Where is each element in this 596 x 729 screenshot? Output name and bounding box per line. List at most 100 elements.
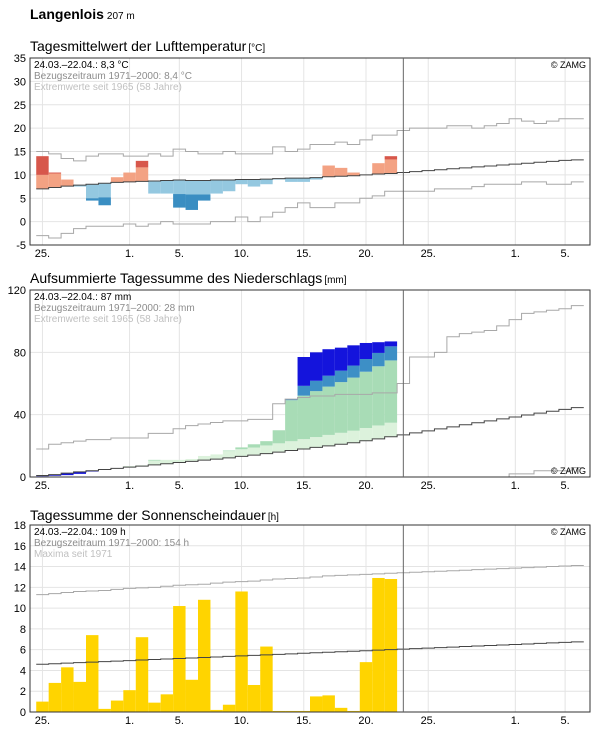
precip-bar-surplus-mid — [347, 377, 360, 431]
precip-bar-surplus-mid — [359, 371, 373, 428]
precip-bar-surplus-mid — [297, 395, 310, 440]
sun-bar — [297, 710, 310, 712]
precip-bar-surplus-light — [334, 432, 348, 445]
precip-bar-surplus-mid — [372, 366, 385, 426]
precip-bar-surplus-extreme — [347, 345, 360, 366]
temp-ytick-label: 20 — [14, 123, 26, 135]
temp-bar-above — [36, 174, 49, 189]
temp-xtick-label: 20. — [358, 248, 373, 260]
precipitation-title: Aufsummierte Tagessumme des Niederschlag… — [30, 270, 347, 286]
sunshine-title: Tagessumme der Sonnenscheindauer [h] — [30, 507, 279, 523]
precip-bar-deficit — [61, 473, 74, 476]
sun-credit: © ZAMG — [551, 527, 586, 537]
sun-ytick-label: 0 — [20, 707, 26, 719]
precip-ytick-label: 120 — [8, 285, 26, 297]
temp-bar-below — [260, 179, 273, 185]
precip-bar-surplus-strong — [334, 370, 348, 383]
precip-bar-surplus-light — [322, 434, 335, 446]
precip-bar-surplus-light — [260, 445, 273, 454]
sun-legend-reference: Bezugszeitraum 1971–2000: 154 h — [34, 538, 189, 549]
precip-bar-deficit — [73, 471, 86, 474]
sunshine-title-text: Tagessumme der Sonnenscheindauer — [30, 507, 266, 523]
precip-bar-surplus-light — [123, 466, 136, 468]
precip-bar-surplus-mid — [235, 447, 248, 450]
sun-legend-current: 24.03.–22.04.: 109 h — [34, 527, 126, 538]
sun-ytick-label: 10 — [14, 603, 26, 615]
temp-bar-below — [160, 180, 174, 194]
sun-mean-line — [36, 641, 584, 665]
temp-xtick-label: 5. — [561, 248, 570, 260]
precip-bar-surplus-light — [173, 459, 186, 463]
precip-xtick-label: 5. — [561, 480, 570, 492]
precip-bar-surplus-light — [160, 459, 174, 464]
temp-bar-below-strong — [198, 194, 211, 201]
sun-bar — [173, 606, 186, 712]
temp-bar-below — [98, 183, 111, 198]
precip-bar-surplus-extreme — [310, 352, 323, 381]
precip-bar-surplus-light — [384, 422, 398, 437]
precip-ytick-label: 80 — [14, 347, 26, 359]
temp-bar-below — [86, 184, 99, 199]
temp-bar-above — [384, 159, 398, 174]
precip-bar-surplus-light — [310, 437, 323, 448]
sun-bar — [48, 682, 62, 712]
precip-xtick-label: 20. — [358, 480, 373, 492]
precip-bar-surplus-strong — [347, 365, 360, 378]
temp-ytick-label: 35 — [14, 53, 26, 65]
sun-bar — [110, 700, 124, 712]
precip-bar-surplus-mid — [322, 386, 335, 435]
sun-xtick-label: 1. — [511, 715, 520, 727]
sun-bar — [272, 710, 286, 712]
temp-xtick-label: 10. — [234, 248, 249, 260]
precip-bar-surplus-extreme — [372, 342, 385, 353]
temp-bar-above-strong — [48, 172, 62, 174]
precip-bar-surplus-light — [297, 439, 310, 449]
sun-plot-frame — [29, 524, 591, 713]
temp-xtick-label: 25. — [421, 248, 436, 260]
temp-xtick-label: 1. — [511, 248, 520, 260]
precip-bar-surplus-extreme — [384, 341, 398, 347]
temp-bar-above-strong — [36, 156, 49, 175]
precip-xtick-label: 1. — [125, 480, 134, 492]
temp-bar-below — [173, 180, 186, 195]
temp-bar-below — [285, 178, 298, 182]
sunshine-unit: [h] — [267, 512, 279, 523]
precip-xtick-label: 15. — [296, 480, 311, 492]
temp-bar-below — [148, 180, 161, 194]
temp-ytick-label: 0 — [20, 217, 26, 229]
station-header: Langenlois 207 m — [30, 6, 135, 22]
station-name: Langenlois — [30, 6, 104, 22]
sun-legend-extremes: Maxima seit 1971 — [34, 549, 113, 560]
temp-bar-below — [73, 185, 86, 187]
precip-bar-surplus-light — [285, 441, 298, 451]
temp-legend-extremes: Extremwerte seit 1965 (58 Jahre) — [34, 82, 182, 93]
precip-xtick-label: 25. — [35, 480, 50, 492]
sun-ytick-label: 18 — [14, 520, 26, 532]
temp-max-line — [36, 118, 584, 162]
temp-bar-below — [297, 178, 310, 182]
temp-bar-above — [372, 163, 385, 174]
sun-ytick-label: 16 — [14, 541, 26, 553]
sun-bar — [185, 679, 198, 712]
sun-bar — [334, 707, 348, 712]
precip-bar-surplus-mid — [148, 459, 161, 461]
temp-bar-above — [110, 177, 124, 183]
temp-bar-above — [61, 179, 74, 187]
precip-bar-surplus-light — [198, 455, 211, 461]
temperature-title-text: Tagesmittelwert der Lufttemperatur — [30, 38, 247, 54]
temp-xtick-label: 25. — [35, 248, 50, 260]
sun-bar — [73, 681, 86, 712]
precip-bar-surplus-light — [347, 430, 360, 443]
precip-ytick-label: 0 — [20, 472, 26, 484]
temp-credit: © ZAMG — [551, 60, 586, 70]
precip-bar-surplus-light — [359, 427, 373, 441]
precip-plot-frame — [29, 289, 591, 478]
precip-legend-current: 24.03.–22.04.: 87 mm — [34, 292, 131, 303]
temp-bar-below-strong — [98, 197, 111, 206]
precip-bar-surplus-mid — [272, 430, 286, 444]
sun-bar — [372, 577, 385, 712]
precip-bar-surplus-mid — [222, 450, 236, 452]
temp-bar-below — [185, 180, 198, 195]
temperature-chart: -5 0 5 10 15 20 25 30 35 25. 1. 5. 10. 15. 20. 25. 1. 5. 2… — [14, 53, 591, 260]
precip-bar-surplus-strong — [285, 399, 298, 401]
